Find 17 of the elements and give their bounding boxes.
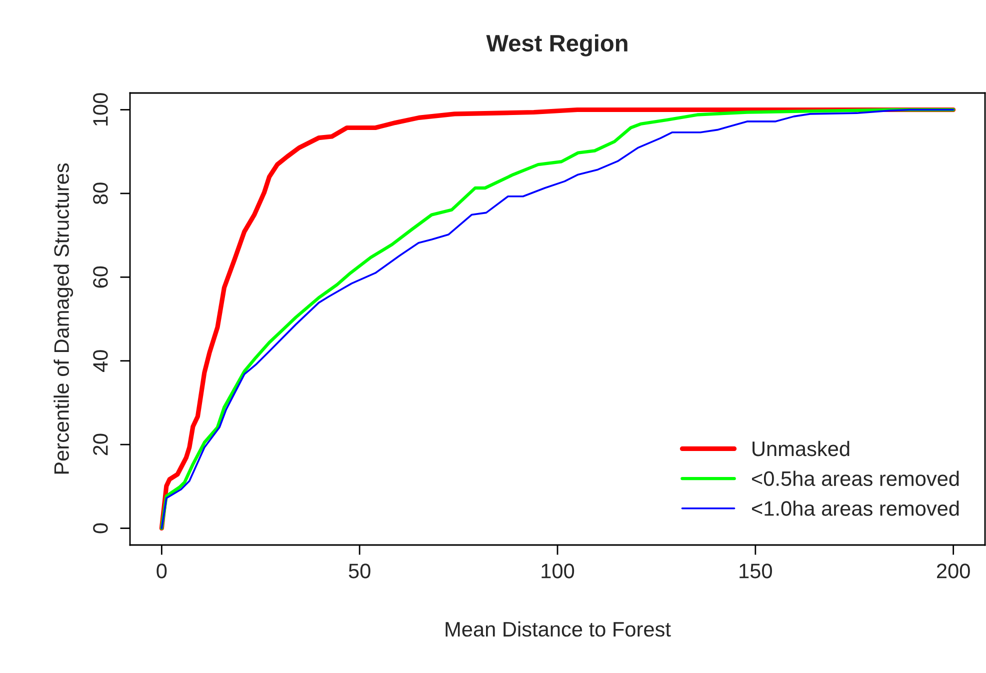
x-tick-label: 200 — [937, 564, 970, 578]
legend-label: <1.0ha areas removed — [752, 500, 959, 516]
x-axis-title: Mean Distance to Forest — [446, 621, 671, 637]
x-tick-label: 150 — [740, 564, 772, 578]
x-tick-label: 50 — [348, 564, 370, 578]
y-tick-label: 20 — [93, 434, 108, 456]
y-tick-label: 100 — [93, 93, 108, 126]
y-tick-label: 40 — [93, 350, 108, 372]
y-tick-label: 80 — [93, 182, 108, 204]
chart-title: West Region — [486, 34, 628, 56]
y-tick-label: 60 — [93, 266, 108, 288]
y-tick-label: 0 — [93, 523, 108, 534]
x-tick-label: 100 — [542, 564, 574, 578]
legend-label: Unmasked — [752, 440, 850, 456]
y-axis-title: Percentile of Damaged Structures — [54, 163, 74, 474]
legend-label: <0.5ha areas removed — [752, 470, 959, 486]
x-tick-label: 0 — [156, 564, 167, 578]
